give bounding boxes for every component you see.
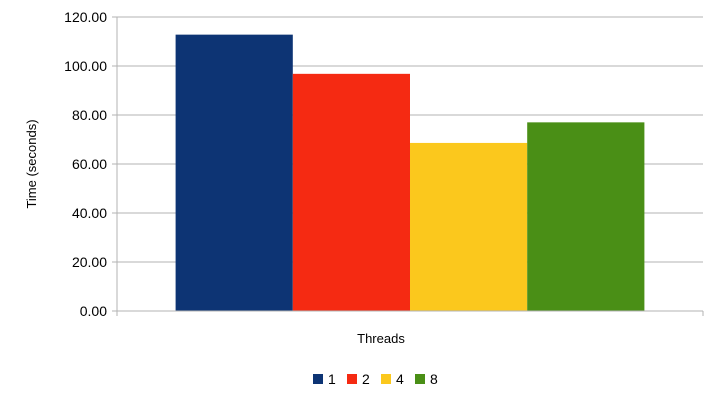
legend-label-2: 2: [362, 371, 370, 387]
legend-swatch-8: [415, 374, 425, 384]
x-axis-title: Threads: [357, 331, 405, 346]
y-tick-label: 60.00: [72, 156, 107, 172]
y-tick-label: 0.00: [80, 303, 107, 319]
y-tick-label: 40.00: [72, 205, 107, 221]
bar-1: [175, 34, 293, 311]
bar-2: [292, 73, 410, 311]
y-tick-label: 100.00: [64, 58, 107, 74]
y-tick-label: 120.00: [64, 9, 107, 25]
legend-label-8: 8: [430, 371, 438, 387]
y-tick-labels: 0.00 20.00 40.00 60.00 80.00 100.00 120.00: [64, 9, 107, 319]
y-tick-label: 80.00: [72, 107, 107, 123]
bar-8: [527, 122, 645, 311]
legend-swatch-2: [347, 374, 357, 384]
bar-4: [410, 142, 528, 311]
y-axis-title: Time (seconds): [24, 119, 39, 208]
legend-swatch-4: [381, 374, 391, 384]
legend-label-4: 4: [396, 371, 404, 387]
bars: [175, 34, 645, 311]
legend-swatch-1: [313, 374, 323, 384]
legend-label-1: 1: [328, 371, 336, 387]
legend: 1 2 4 8: [313, 371, 438, 387]
y-tick-label: 20.00: [72, 254, 107, 270]
